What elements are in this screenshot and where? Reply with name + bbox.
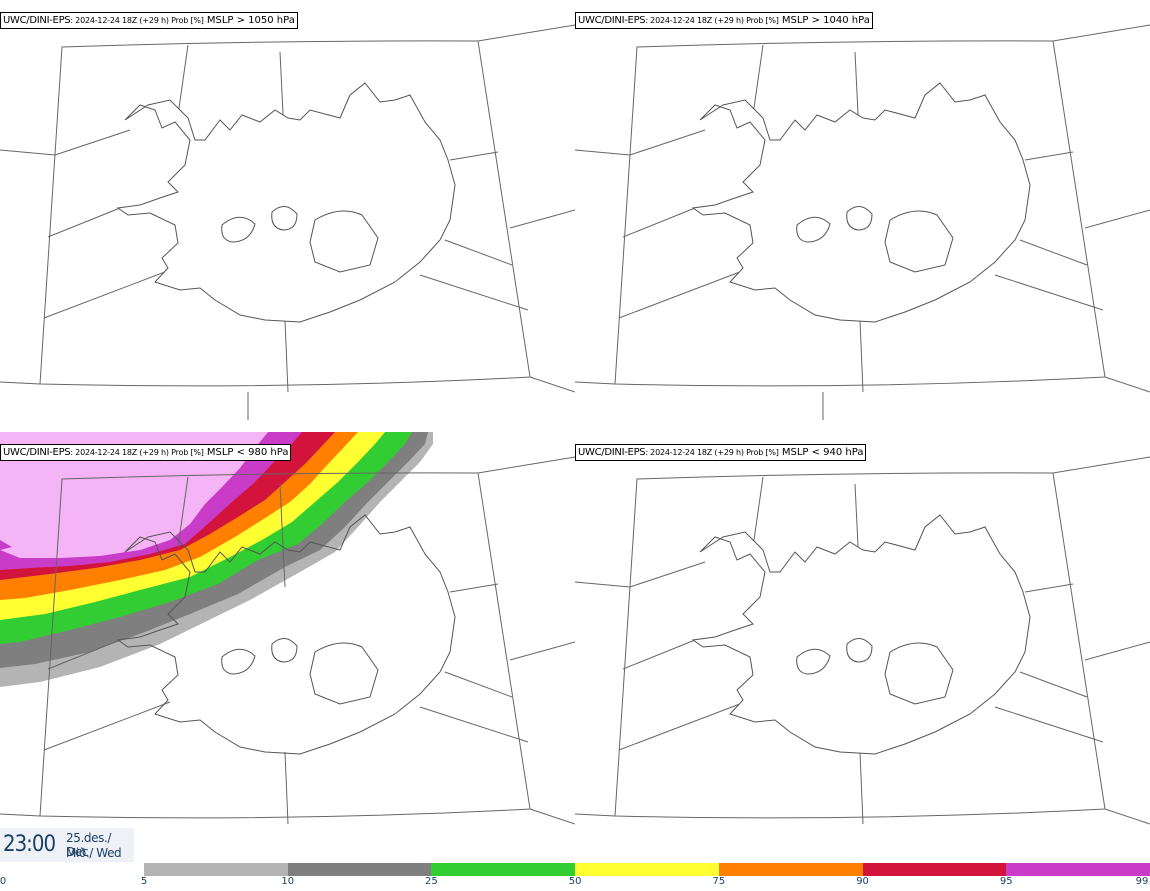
colorbar-segment <box>575 863 719 876</box>
panel-title: UWC/DINI-EPS: 2024-12-24 18Z (+29 h) Pro… <box>575 444 867 461</box>
colorbar-tick-label: 10 <box>281 876 295 887</box>
field-threshold: MSLP < 980 hPa <box>203 447 289 458</box>
map-panel-mslp-lt-940: UWC/DINI-EPS: 2024-12-24 18Z (+29 h) Pro… <box>575 432 1150 864</box>
colorbar-segment <box>144 863 288 876</box>
map-canvas <box>575 24 1150 420</box>
map-canvas <box>0 432 575 825</box>
valid-time: 23:00 <box>3 832 56 857</box>
valid-time-box: 23:00 25.des./ Dec Mið./ Wed <box>0 828 134 862</box>
map-panel-mslp-gt-1050: UWC/DINI-EPS: 2024-12-24 18Z (+29 h) Pro… <box>0 0 575 432</box>
colorbar-segment <box>431 863 576 876</box>
map-panel-mslp-lt-980: UWC/DINI-EPS: 2024-12-24 18Z (+29 h) Pro… <box>0 432 575 864</box>
run-meta: : 2024-12-24 18Z (+29 h) Prob [%] <box>70 16 204 25</box>
run-meta: : 2024-12-24 18Z (+29 h) Prob [%] <box>70 448 204 457</box>
colorbar-segment <box>1006 863 1150 876</box>
colorbar-segment <box>718 863 863 876</box>
panel-title: UWC/DINI-EPS: 2024-12-24 18Z (+29 h) Pro… <box>0 444 292 461</box>
field-threshold: MSLP > 1040 hPa <box>778 15 870 26</box>
colorbar-segment <box>287 863 432 876</box>
colorbar-tick-label: 90 <box>856 876 869 887</box>
map-canvas <box>575 456 1150 825</box>
map-panel-mslp-gt-1040: UWC/DINI-EPS: 2024-12-24 18Z (+29 h) Pro… <box>575 0 1150 432</box>
model-name: UWC/DINI-EPS <box>578 15 646 26</box>
field-threshold: MSLP < 940 hPa <box>778 447 864 458</box>
colorbar-tick-label: 0 <box>0 876 7 887</box>
model-name: UWC/DINI-EPS <box>3 15 71 26</box>
run-meta: : 2024-12-24 18Z (+29 h) Prob [%] <box>645 448 779 457</box>
map-canvas <box>0 24 575 420</box>
run-meta: : 2024-12-24 18Z (+29 h) Prob [%] <box>645 16 779 25</box>
colorbar-tick-label: 95 <box>999 876 1013 887</box>
valid-date: 25.des./ Dec <box>66 831 111 859</box>
colorbar-tick-label: 99 <box>1135 876 1149 887</box>
panel-title: UWC/DINI-EPS: 2024-12-24 18Z (+29 h) Pro… <box>0 12 298 29</box>
prob-band-99 <box>0 432 268 558</box>
valid-weekday: Mið./ Wed <box>66 846 122 860</box>
model-name: UWC/DINI-EPS <box>578 447 646 458</box>
colorbar-tick-label: 50 <box>568 876 582 887</box>
field-threshold: MSLP > 1050 hPa <box>203 15 295 26</box>
colorbar-segment <box>862 863 1007 876</box>
panel-title: UWC/DINI-EPS: 2024-12-24 18Z (+29 h) Pro… <box>575 12 873 29</box>
colorbar-tick-label: 5 <box>140 876 148 887</box>
colorbar-tick-label: 25 <box>425 876 438 887</box>
model-name: UWC/DINI-EPS <box>3 447 71 458</box>
probability-field <box>0 432 433 687</box>
colorbar-tick-label: 75 <box>712 876 726 887</box>
probability-colorbar <box>144 863 1150 876</box>
